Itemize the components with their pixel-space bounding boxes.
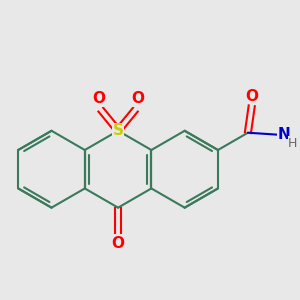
Text: H: H	[288, 136, 298, 150]
Text: O: O	[131, 92, 144, 106]
Text: O: O	[92, 92, 105, 106]
Text: O: O	[112, 236, 124, 251]
Text: S: S	[112, 123, 124, 138]
Text: O: O	[245, 89, 258, 104]
Text: N: N	[277, 127, 290, 142]
